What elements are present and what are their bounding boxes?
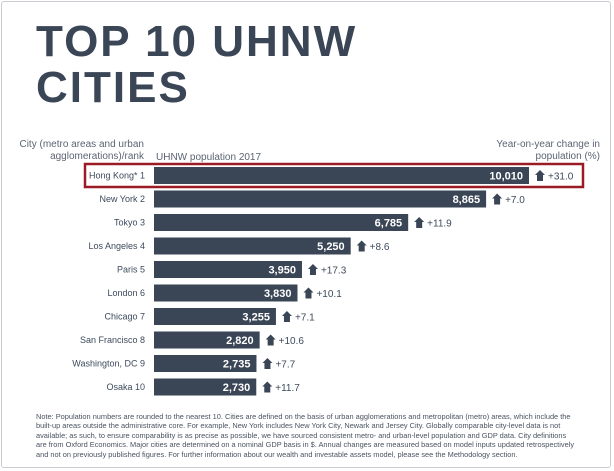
bar: [154, 308, 276, 325]
house-up-arrow-icon: [303, 287, 314, 299]
change-label: +7.0: [505, 195, 525, 206]
change-label: +8.6: [370, 242, 390, 253]
change-label: +31.0: [548, 172, 574, 183]
city-label: Tokyo 3: [114, 218, 145, 228]
house-up-arrow-icon: [265, 334, 276, 346]
city-column-header: City (metro areas and urban agglomeratio…: [19, 139, 144, 162]
change-column-header: Year-on-year change in population (%): [496, 139, 600, 162]
city-label: Hong Kong* 1: [89, 171, 145, 181]
house-up-arrow-icon: [535, 170, 545, 181]
city-label: Washington, DC 9: [72, 359, 145, 369]
change-label: +11.7: [275, 383, 300, 394]
bar: [154, 331, 260, 349]
value-label: 8,865: [453, 194, 481, 206]
bar: [154, 214, 409, 231]
house-up-arrow-icon: [307, 264, 318, 275]
city-label: Los Angeles 4: [88, 241, 145, 251]
house-up-arrow-icon: [492, 193, 503, 205]
house-up-arrow-icon: [262, 358, 273, 369]
change-label: +10.6: [279, 336, 305, 347]
bar: [154, 261, 302, 278]
value-label: 3,950: [268, 265, 296, 277]
city-label: Paris 5: [117, 265, 145, 275]
house-up-arrow-icon: [356, 240, 367, 252]
city-label: Chicago 7: [104, 312, 145, 322]
value-label: 10,010: [489, 171, 523, 183]
house-up-arrow-icon: [414, 217, 425, 228]
value-label: 3,255: [242, 312, 270, 324]
value-label: 5,250: [317, 241, 345, 253]
change-label: +11.9: [427, 219, 452, 230]
value-label: 3,830: [264, 288, 292, 300]
highlight-box: [83, 162, 585, 189]
change-label: +17.3: [321, 266, 347, 277]
value-label: 2,735: [223, 359, 251, 371]
bar: [154, 190, 487, 208]
bar: [154, 284, 298, 302]
change-label: +7.1: [295, 313, 315, 324]
value-label: 6,785: [375, 218, 403, 230]
bar: [154, 378, 257, 396]
house-up-arrow-icon: [262, 381, 273, 393]
change-label: +10.1: [316, 289, 342, 300]
bar-chart: Hong Kong* 1 10,010 +31.0 New York 2 8,865 +7…: [72, 162, 585, 396]
bar: [154, 355, 257, 372]
city-label: London 6: [107, 288, 145, 298]
bar: [154, 237, 351, 255]
city-label: New York 2: [99, 194, 145, 204]
value-label: 2,820: [226, 335, 254, 347]
change-label: +7.7: [275, 360, 295, 371]
city-label: San Francisco 8: [80, 335, 145, 345]
footnote: Note: Population numbers are rounded to …: [36, 412, 575, 459]
population-column-header: UHNW population 2017: [156, 152, 262, 163]
value-label: 2,730: [223, 382, 251, 394]
chart-title-line-1: TOP 10 UHNW: [36, 17, 358, 66]
bar: [154, 167, 529, 184]
city-label: Osaka 10: [106, 382, 145, 392]
chart-title-line-2: CITIES: [36, 63, 190, 112]
house-up-arrow-icon: [281, 311, 292, 322]
